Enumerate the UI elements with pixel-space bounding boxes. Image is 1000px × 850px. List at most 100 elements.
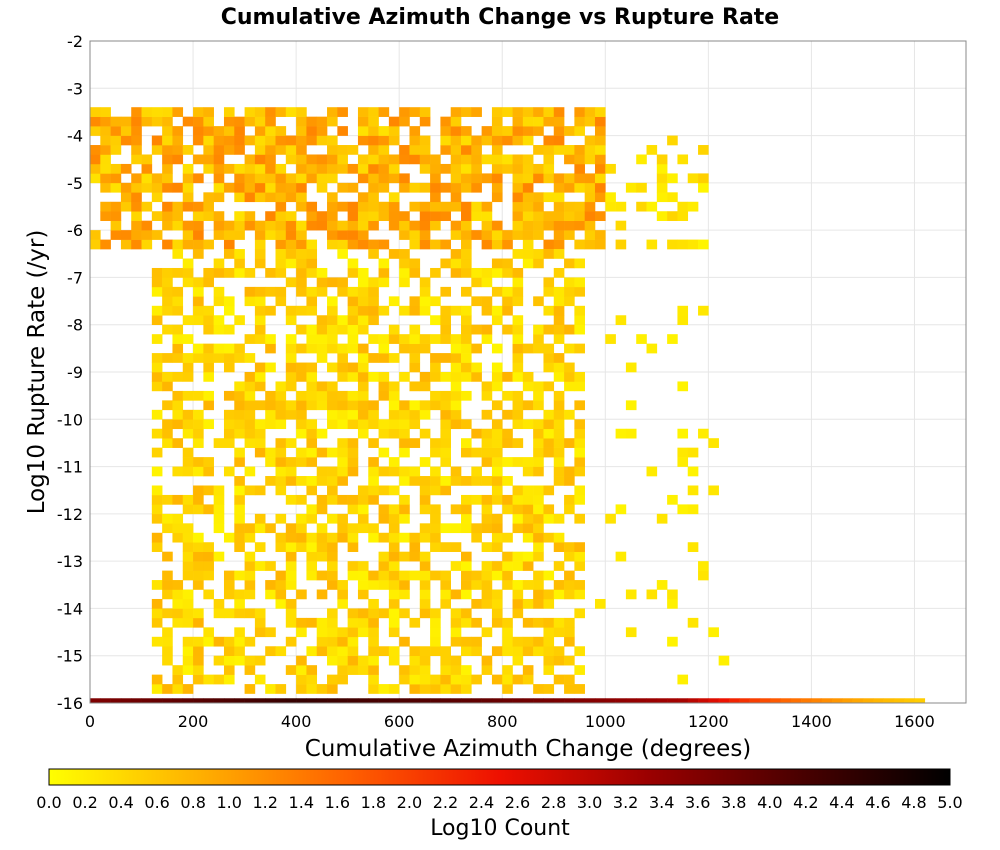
heatmap-cell bbox=[162, 353, 173, 363]
heatmap-cell bbox=[522, 107, 534, 117]
heatmap-cell bbox=[440, 457, 452, 467]
heatmap-cell bbox=[265, 447, 276, 458]
heatmap-cell bbox=[440, 145, 452, 155]
heatmap-cell bbox=[275, 201, 287, 212]
heatmap-cell bbox=[337, 343, 348, 354]
heatmap-cell bbox=[481, 277, 493, 288]
heatmap-cell bbox=[481, 267, 493, 278]
heatmap-cell bbox=[471, 145, 482, 155]
heatmap-cell bbox=[543, 211, 555, 221]
heatmap-cell bbox=[533, 211, 544, 221]
heatmap-cell bbox=[574, 116, 585, 127]
heatmap-cell bbox=[265, 457, 276, 467]
heatmap-cell bbox=[193, 542, 204, 552]
heatmap-cell bbox=[234, 542, 245, 552]
heatmap-cell bbox=[285, 608, 297, 619]
heatmap-cell bbox=[234, 589, 245, 600]
heatmap-cell bbox=[275, 400, 287, 411]
heatmap-cell bbox=[409, 466, 421, 477]
heatmap-cell bbox=[368, 334, 379, 344]
heatmap-cell bbox=[419, 135, 431, 146]
heatmap-cell bbox=[584, 182, 596, 193]
heatmap-cell bbox=[491, 532, 503, 543]
heatmap-cell bbox=[522, 636, 534, 647]
heatmap-cell bbox=[327, 324, 338, 335]
heatmap-cell bbox=[543, 116, 555, 127]
colorbar-tick-label: 0.8 bbox=[180, 793, 205, 812]
heatmap-cell bbox=[162, 135, 173, 146]
heatmap-cell bbox=[357, 296, 369, 307]
heatmap-cell bbox=[461, 305, 472, 316]
heatmap-cell bbox=[275, 258, 287, 269]
heatmap-cell bbox=[553, 419, 565, 430]
heatmap-cell bbox=[564, 466, 575, 477]
heatmap-cell bbox=[502, 372, 513, 382]
heatmap-cell bbox=[327, 334, 338, 344]
heatmap-cell bbox=[461, 372, 472, 382]
heatmap-cell bbox=[285, 334, 297, 344]
heatmap-cell bbox=[316, 466, 328, 477]
heatmap-cell bbox=[296, 362, 307, 373]
heatmap-cell bbox=[522, 211, 534, 221]
heatmap-cell bbox=[533, 163, 544, 174]
heatmap-cell bbox=[461, 353, 472, 363]
heatmap-cell bbox=[687, 485, 699, 496]
heatmap-cell bbox=[254, 296, 266, 307]
heatmap-cell bbox=[491, 674, 503, 685]
heatmap-cell bbox=[357, 589, 369, 600]
heatmap-cell bbox=[327, 542, 338, 552]
heatmap-cell bbox=[409, 126, 421, 136]
heatmap-cell bbox=[461, 698, 472, 703]
heatmap-cell bbox=[399, 674, 410, 685]
heatmap-cell bbox=[337, 655, 348, 666]
heatmap-cell bbox=[285, 381, 297, 392]
heatmap-cell bbox=[244, 419, 256, 430]
heatmap-cell bbox=[244, 438, 256, 448]
heatmap-cell bbox=[564, 476, 575, 486]
heatmap-cell bbox=[368, 457, 379, 467]
heatmap-cell bbox=[213, 636, 225, 647]
heatmap-cell bbox=[419, 608, 431, 619]
heatmap-cell bbox=[491, 163, 503, 174]
heatmap-cell bbox=[234, 315, 245, 326]
heatmap-cell bbox=[378, 504, 390, 515]
heatmap-cell bbox=[687, 617, 699, 628]
heatmap-cell bbox=[491, 315, 503, 326]
heatmap-cell bbox=[419, 277, 431, 288]
heatmap-cell bbox=[151, 494, 163, 505]
heatmap-cell bbox=[553, 580, 565, 590]
heatmap-cell bbox=[491, 258, 503, 269]
heatmap-cell bbox=[461, 476, 472, 486]
heatmap-cell bbox=[337, 126, 348, 136]
colorbar-tick-label: 1.0 bbox=[216, 793, 241, 812]
heatmap-cell bbox=[110, 211, 122, 221]
heatmap-cell bbox=[131, 698, 142, 703]
heatmap-cell bbox=[419, 239, 431, 250]
heatmap-cell bbox=[306, 239, 318, 250]
heatmap-cell bbox=[481, 154, 493, 165]
heatmap-cell bbox=[677, 211, 689, 221]
heatmap-cell bbox=[388, 466, 400, 477]
colorbar-tick-label: 0.2 bbox=[72, 793, 97, 812]
heatmap-cell bbox=[461, 334, 472, 344]
heatmap-cell bbox=[347, 636, 359, 647]
heatmap-cell bbox=[625, 400, 637, 411]
heatmap-cell bbox=[193, 201, 204, 212]
heatmap-cell bbox=[347, 504, 359, 515]
heatmap-cell bbox=[677, 698, 689, 703]
heatmap-cell bbox=[553, 192, 565, 203]
heatmap-cell bbox=[553, 457, 565, 467]
heatmap-cell bbox=[357, 315, 369, 326]
heatmap-cell bbox=[461, 362, 472, 373]
heatmap-cell bbox=[564, 438, 575, 448]
heatmap-cell bbox=[450, 523, 462, 534]
heatmap-cell bbox=[512, 419, 524, 430]
heatmap-cell bbox=[893, 698, 905, 703]
heatmap-cell bbox=[347, 494, 359, 505]
heatmap-cell bbox=[110, 145, 122, 155]
heatmap-cell bbox=[399, 580, 410, 590]
heatmap-cell bbox=[388, 428, 400, 439]
heatmap-cell bbox=[533, 220, 544, 231]
heatmap-cell bbox=[347, 267, 359, 278]
heatmap-cell bbox=[244, 296, 256, 307]
